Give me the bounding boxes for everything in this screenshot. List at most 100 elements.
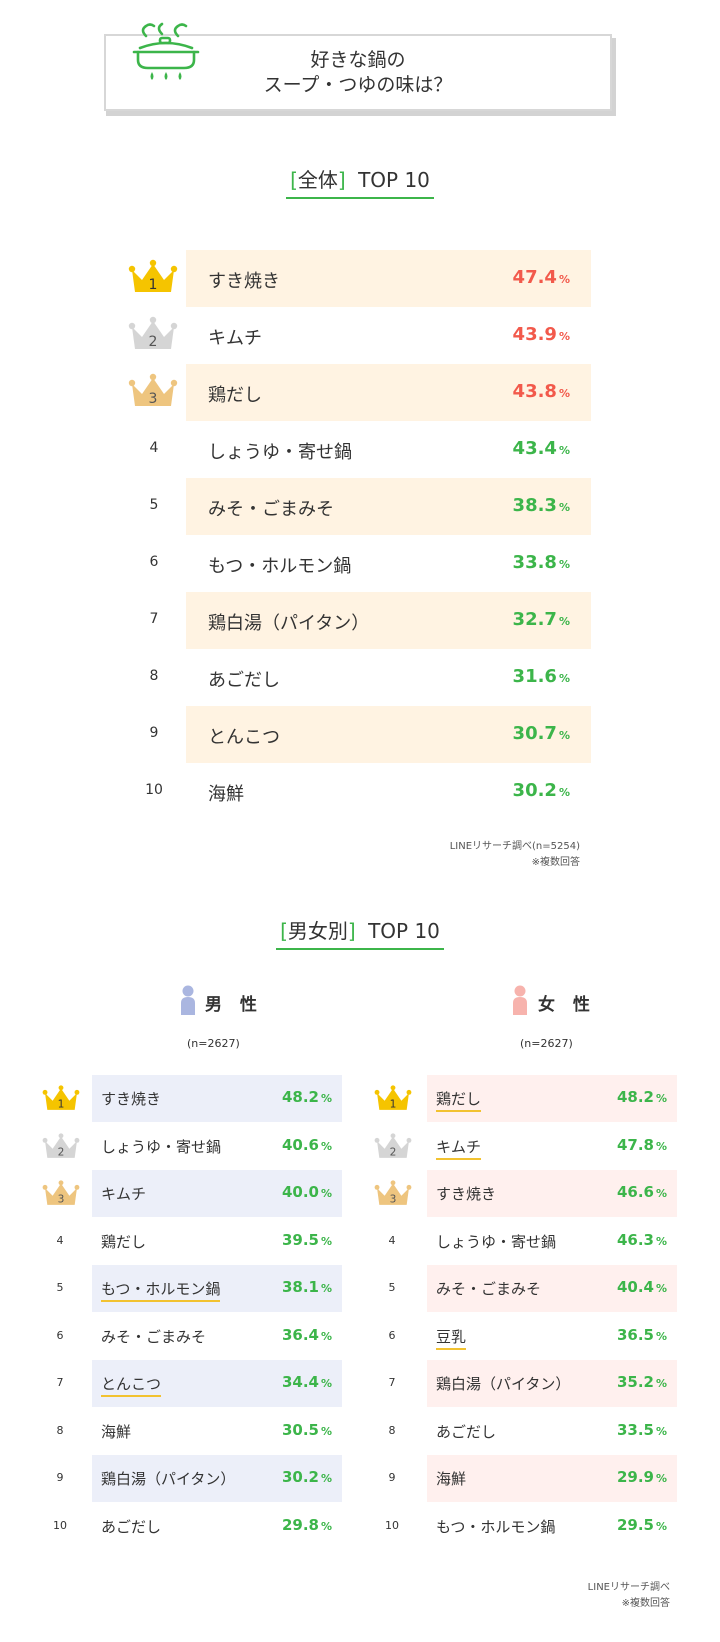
item-name: キムチ (436, 1136, 482, 1160)
item-value: 34.4% (242, 1373, 332, 1391)
rank-number: 9 (56, 1471, 64, 1484)
ranking-row (92, 1360, 342, 1407)
unit-label: % (320, 1187, 332, 1200)
item-name: すき焼き (208, 271, 280, 292)
overall-source: LINEリサーチ調べ(n=5254) (449, 841, 580, 852)
item-name: 鶏だし (208, 385, 262, 406)
unit-label: % (655, 1092, 667, 1105)
ranking-row (92, 1170, 342, 1217)
male-sample-size: (n=2627) (187, 1037, 240, 1050)
item-name: 鶏白湯（パイタン） (101, 1470, 236, 1488)
value-number: 29.8 (281, 1515, 319, 1534)
item-value: 40.0% (242, 1183, 332, 1201)
unit-label: % (320, 1234, 332, 1248)
item-name: みそ・ごまみそ (436, 1280, 542, 1298)
item-value: 43.4% (470, 438, 570, 459)
crown-icon: 1 (128, 259, 178, 293)
unit-label: % (558, 387, 570, 400)
item-name: しょうゆ・寄せ鍋 (208, 442, 352, 463)
ranking-row (427, 1075, 677, 1122)
item-value: 36.4% (242, 1326, 332, 1344)
crown-icon: 3 (128, 373, 178, 407)
unit-label: % (320, 1424, 332, 1438)
rank-number: 8 (388, 1423, 396, 1437)
rank-number: 5 (149, 497, 159, 513)
item-name: すき焼き (101, 1090, 162, 1108)
female-sample-size: (n=2627) (520, 1037, 573, 1050)
unit-label: % (655, 1424, 667, 1438)
rank-number: 3 (58, 1193, 65, 1206)
unit-label: % (320, 1329, 332, 1343)
value-number: 46.6 (616, 1183, 654, 1201)
ranking-row (186, 250, 591, 307)
gender-source: LINEリサーチ調べ (587, 1582, 670, 1593)
unit-label: % (320, 1092, 332, 1105)
item-value: 30.2% (242, 1468, 332, 1486)
unit-label: % (558, 273, 570, 286)
item-value: 30.5% (242, 1421, 332, 1439)
ranking-row (427, 1455, 677, 1502)
item-name: 鶏白湯（パイタン） (208, 613, 370, 634)
item-name: とんこつ (101, 1373, 162, 1397)
ranking-row (92, 1265, 342, 1312)
value-number: 40.4 (616, 1278, 654, 1296)
unit-label: % (320, 1519, 332, 1533)
female-label: 女 性 (538, 995, 596, 1015)
crown-icon: 3 (42, 1180, 80, 1206)
ranking-row (186, 478, 591, 535)
item-value: 38.1% (242, 1278, 332, 1296)
item-value: 30.7% (470, 723, 570, 744)
title-word: 全体 (297, 168, 338, 192)
item-name: しょうゆ・寄せ鍋 (101, 1137, 222, 1156)
item-value: 43.8% (470, 381, 570, 402)
rank-number: 10 (145, 782, 163, 798)
unit-label: % (558, 558, 570, 571)
item-value: 33.8% (470, 552, 570, 573)
ranking-row (427, 1265, 677, 1312)
title-bracket-open: [ (290, 168, 298, 192)
rank-number: 7 (56, 1376, 64, 1389)
ranking-row (92, 1075, 342, 1122)
value-number: 30.2 (512, 780, 557, 801)
rank-number: 10 (53, 1518, 67, 1532)
hot-pot-icon (132, 22, 200, 80)
value-number: 33.8 (512, 552, 557, 573)
rank-number: 2 (390, 1145, 397, 1158)
item-name: もつ・ホルモン鍋 (101, 1278, 221, 1302)
item-name: 鶏だし (436, 1088, 482, 1112)
item-name: みそ・ごまみそ (101, 1327, 207, 1346)
item-name: すき焼き (436, 1185, 497, 1203)
value-number: 36.4 (281, 1325, 319, 1344)
item-value: 47.8% (577, 1136, 667, 1154)
title-bracket-close: ] (337, 168, 346, 192)
value-number: 31.6 (512, 666, 557, 687)
item-name: みそ・ごまみそ (208, 499, 334, 520)
rank-number: 5 (388, 1281, 396, 1294)
item-value: 38.3% (470, 495, 570, 516)
value-number: 40.6 (281, 1135, 319, 1154)
item-name: キムチ (208, 328, 262, 349)
crown-icon: 2 (374, 1132, 412, 1158)
item-value: 35.2% (577, 1373, 667, 1391)
item-value: 29.5% (577, 1516, 667, 1534)
item-value: 40.4% (577, 1278, 667, 1296)
title-bracket-close: ] (347, 919, 356, 943)
value-number: 30.7 (512, 723, 557, 744)
unit-label: % (655, 1187, 667, 1200)
rank-number: 6 (388, 1328, 396, 1342)
value-number: 46.3 (616, 1230, 654, 1249)
unit-label: % (655, 1472, 667, 1485)
crown-icon: 1 (42, 1085, 80, 1111)
title-word: 男女別 (287, 919, 348, 943)
rank-number: 3 (149, 391, 158, 407)
item-name: 豆乳 (436, 1326, 467, 1350)
male-label: 男 性 (205, 995, 263, 1015)
value-number: 43.8 (512, 381, 557, 402)
rank-number: 4 (149, 440, 159, 456)
value-number: 39.5 (281, 1230, 319, 1249)
item-name: 鶏だし (101, 1232, 147, 1251)
rank-number: 1 (149, 277, 158, 293)
item-name: 海鮮 (436, 1470, 467, 1488)
item-name: 鶏白湯（パイタン） (436, 1375, 571, 1393)
item-name: あごだし (436, 1422, 497, 1441)
